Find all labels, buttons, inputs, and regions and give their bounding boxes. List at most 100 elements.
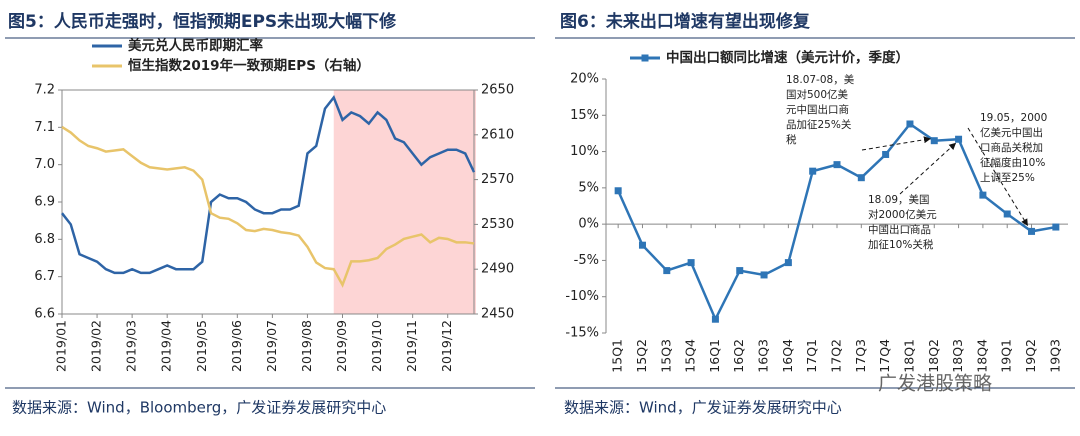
x-tick-label: 16Q4 xyxy=(780,339,795,373)
point-marker xyxy=(663,267,671,275)
annotation-text: 亿美元中国出 xyxy=(980,126,1043,139)
x-tick-label: 18Q1 xyxy=(901,339,916,373)
x-tick-label: 2019/08 xyxy=(299,320,314,372)
highlight-band xyxy=(333,90,476,314)
annotation-text: 口商品关税加 xyxy=(980,141,1043,154)
point-marker xyxy=(760,271,768,279)
annotation-arrow xyxy=(899,142,957,195)
point-marker xyxy=(1028,227,1036,235)
point-marker xyxy=(882,150,890,158)
x-tick-label: 2019/12 xyxy=(439,320,454,372)
legend-marker xyxy=(641,54,649,62)
source-note: 数据来源：Wind，Bloomberg，广发证券发展研究中心 xyxy=(12,399,386,417)
annotation-text: 对2000亿美元 xyxy=(868,208,937,221)
y2-tick-label: 2530 xyxy=(481,217,514,232)
legend-label: 恒生指数2019年一致预期EPS（右轴） xyxy=(128,57,370,74)
point-marker xyxy=(833,161,841,169)
x-tick-label: 18Q2 xyxy=(926,339,941,373)
point-marker xyxy=(736,267,744,275)
point-marker xyxy=(955,135,963,143)
annotation-arrow xyxy=(967,127,1028,226)
y-tick-label: 5% xyxy=(578,180,599,195)
point-marker xyxy=(930,137,938,145)
y2-tick-label: 2490 xyxy=(481,262,514,277)
annotation-text: 征幅度由10% xyxy=(980,156,1045,169)
source-note: 数据来源：Wind，广发证券发展研究中心 xyxy=(564,399,842,417)
x-tick-label: 17Q1 xyxy=(804,339,819,373)
y2-tick-label: 2570 xyxy=(481,172,514,187)
point-marker xyxy=(906,120,914,128)
annotation-text: 18.07-08，美 xyxy=(786,73,855,86)
point-marker xyxy=(809,167,817,175)
legend-label: 美元兑人民币即期汇率 xyxy=(128,37,263,54)
y-tick-label: -15% xyxy=(565,326,599,341)
y-tick-label: 7.2 xyxy=(34,83,55,98)
y-tick-label: 6.8 xyxy=(34,232,55,247)
x-tick-label: 15Q2 xyxy=(634,339,649,373)
watermark: 广发港股策略 xyxy=(878,373,992,395)
annotation-text: 上调至25% xyxy=(980,172,1035,184)
point-marker xyxy=(711,315,719,323)
y-tick-label: 10% xyxy=(570,144,599,159)
annotation-arrow xyxy=(861,136,931,151)
x-tick-label: 2019/11 xyxy=(404,320,419,372)
annotation-text: 18.09，美国 xyxy=(868,193,930,206)
x-tick-label: 2019/05 xyxy=(194,320,209,372)
point-marker xyxy=(979,191,987,199)
series-line xyxy=(61,94,476,275)
legend-label: 中国出口额同比增速（美元计价，季度） xyxy=(666,49,909,66)
annotation-text: 加征10%关税 xyxy=(868,238,934,251)
annotation-text: 品加征25%关 xyxy=(786,118,852,131)
y-tick-label: -5% xyxy=(574,253,599,268)
x-tick-label: 19Q3 xyxy=(1047,339,1062,373)
chart-title: 图5：人民币走强时，恒指预期EPS未出现大幅下修 xyxy=(8,11,397,32)
x-tick-label: 15Q4 xyxy=(683,339,698,373)
point-marker xyxy=(857,174,865,182)
y-tick-label: -10% xyxy=(565,289,599,304)
series-line xyxy=(61,125,475,288)
point-marker xyxy=(614,187,622,195)
x-tick-label: 16Q1 xyxy=(707,339,722,373)
x-tick-label: 2019/09 xyxy=(334,320,349,372)
x-tick-label: 17Q4 xyxy=(877,339,892,373)
x-tick-label: 16Q2 xyxy=(731,339,746,373)
annotation-text: 国对500亿美 xyxy=(786,88,849,101)
y2-tick-label: 2450 xyxy=(481,307,514,322)
x-tick-label: 2019/03 xyxy=(124,320,139,372)
annotation-text: 19.05，2000 xyxy=(980,112,1047,124)
x-tick-label: 18Q3 xyxy=(950,339,965,373)
x-tick-label: 2019/01 xyxy=(54,320,69,372)
annotation-text: 税 xyxy=(786,133,797,146)
point-marker xyxy=(638,241,646,249)
y-tick-label: 0% xyxy=(578,217,599,232)
x-tick-label: 17Q3 xyxy=(853,339,868,373)
y-tick-label: 20% xyxy=(570,72,599,87)
x-tick-label: 15Q1 xyxy=(610,339,625,373)
y2-tick-label: 2650 xyxy=(481,83,514,98)
x-tick-label: 19Q2 xyxy=(1023,339,1038,373)
x-tick-label: 2019/04 xyxy=(159,320,174,372)
x-tick-label: 16Q3 xyxy=(756,339,771,373)
point-marker xyxy=(784,259,792,267)
point-marker xyxy=(687,259,695,267)
y-tick-label: 7.1 xyxy=(34,120,55,135)
y-tick-label: 6.7 xyxy=(34,269,55,284)
x-tick-label: 2019/06 xyxy=(229,320,244,372)
x-tick-label: 17Q2 xyxy=(829,339,844,373)
annotation-text: 中国出口商品 xyxy=(868,223,931,236)
point-marker xyxy=(1003,210,1011,218)
x-tick-label: 15Q3 xyxy=(658,339,673,373)
x-tick-label: 2019/02 xyxy=(89,320,104,372)
y-tick-label: 15% xyxy=(570,108,599,123)
y-tick-label: 7.0 xyxy=(34,157,55,172)
x-tick-label: 18Q4 xyxy=(974,339,989,373)
x-tick-label: 2019/10 xyxy=(369,320,384,372)
x-tick-label: 19Q1 xyxy=(999,339,1014,373)
y2-tick-label: 2610 xyxy=(481,127,514,142)
chart-title: 图6：未来出口增速有望出现修复 xyxy=(560,11,811,32)
x-tick-label: 2019/07 xyxy=(264,320,279,372)
y-tick-label: 6.6 xyxy=(34,307,55,322)
annotation-text: 元中国出口商 xyxy=(786,103,849,116)
